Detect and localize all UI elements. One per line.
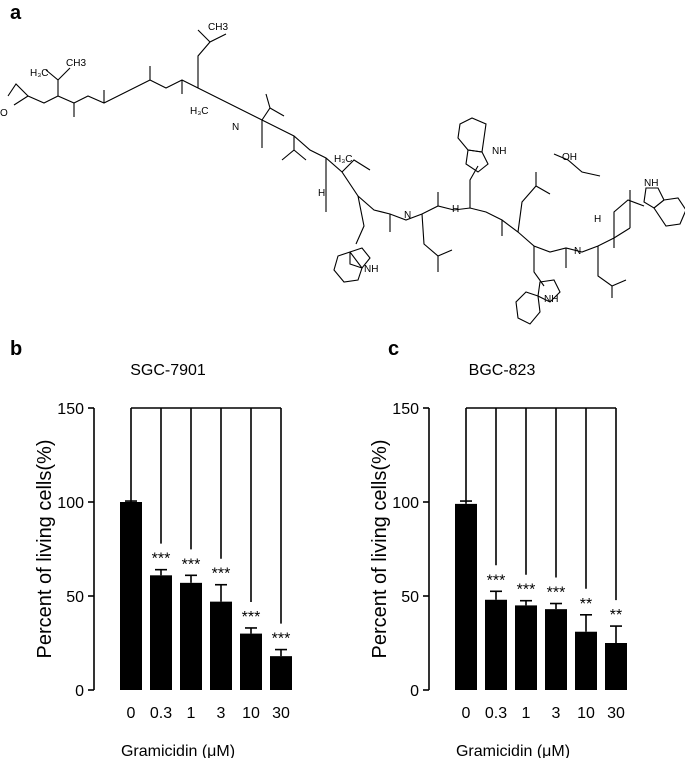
- ch3-label: CH3: [66, 58, 86, 69]
- bar: [240, 633, 262, 690]
- y-tick-label: 0: [410, 683, 419, 700]
- significance-label: ***: [242, 609, 261, 626]
- panel-label-c: c: [388, 338, 400, 360]
- x-axis-label: Gramicidin (μM): [121, 743, 235, 758]
- significance-label: **: [610, 607, 622, 624]
- ch3-label: CH3: [208, 22, 228, 33]
- x-tick-label: 3: [552, 705, 561, 722]
- bar: [150, 575, 172, 690]
- peptide-backbone: [13, 79, 631, 253]
- h-label: H: [318, 188, 325, 199]
- x-tick-label: 10: [242, 705, 260, 722]
- x-tick-label: 1: [187, 705, 196, 722]
- significance-label: ***: [517, 582, 536, 599]
- bar: [270, 656, 292, 690]
- x-tick-label: 0: [127, 705, 136, 722]
- n-label: N: [232, 122, 239, 133]
- chart-title: BGC-823: [469, 362, 536, 379]
- y-tick-label: 150: [392, 401, 419, 418]
- chart-title: SGC-7901: [130, 362, 206, 379]
- bar: [120, 502, 142, 690]
- bar: [180, 582, 202, 690]
- nh-label: NH: [544, 294, 558, 305]
- n-label: N: [404, 210, 411, 221]
- y-tick-label: 0: [75, 683, 84, 700]
- y-tick-label: 100: [392, 495, 419, 512]
- bar: [605, 643, 627, 690]
- x-tick-label: 30: [607, 705, 625, 722]
- h-label: H: [452, 204, 459, 215]
- h3c-label: H₃C: [334, 154, 353, 165]
- y-axis-label: Percent of living cells(%): [369, 440, 391, 659]
- y-tick-label: 150: [57, 401, 84, 418]
- o-label: O: [0, 108, 8, 119]
- n-label: N: [574, 246, 581, 257]
- bar: [515, 605, 537, 690]
- nh-label: NH: [364, 264, 378, 275]
- x-tick-label: 0.3: [485, 705, 507, 722]
- significance-label: ***: [272, 631, 291, 648]
- significance-label: **: [580, 596, 592, 613]
- bar: [455, 503, 477, 690]
- y-tick-label: 100: [57, 495, 84, 512]
- bar: [485, 599, 507, 690]
- bar: [575, 631, 597, 690]
- h3c-label: H₃C: [190, 106, 209, 117]
- gramicidin-structure-diagram: CH3 H₃C CH3 H₃C H₃C OH NH NH NH NH H H H…: [0, 22, 685, 325]
- h3c-label: H₃C: [30, 68, 49, 79]
- significance-label: ***: [152, 551, 171, 568]
- y-tick-label: 50: [66, 589, 84, 606]
- bar: [545, 609, 567, 690]
- nh-label: NH: [644, 178, 658, 189]
- x-tick-label: 1: [522, 705, 531, 722]
- x-tick-label: 10: [577, 705, 595, 722]
- nh-label: NH: [492, 146, 506, 157]
- x-tick-label: 0.3: [150, 705, 172, 722]
- significance-label: ***: [212, 566, 231, 583]
- y-tick-label: 50: [401, 589, 419, 606]
- bar: [210, 601, 232, 690]
- x-tick-label: 0: [462, 705, 471, 722]
- panel-label-a: a: [10, 2, 22, 24]
- significance-label: ***: [487, 572, 506, 589]
- panel-label-b: b: [10, 338, 23, 360]
- oh-label: OH: [562, 152, 577, 163]
- significance-label: ***: [182, 556, 201, 573]
- y-axis-label: Percent of living cells(%): [34, 440, 56, 659]
- h-label: H: [594, 214, 601, 225]
- significance-label: ***: [547, 585, 566, 602]
- x-axis-label: Gramicidin (μM): [456, 743, 570, 758]
- x-tick-label: 30: [272, 705, 290, 722]
- x-tick-label: 3: [217, 705, 226, 722]
